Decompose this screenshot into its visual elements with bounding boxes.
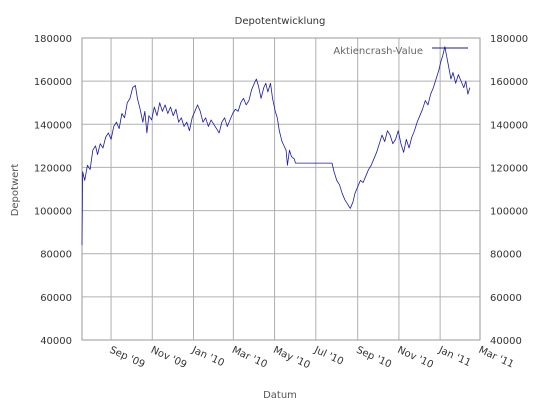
legend: Aktiencrash-Value [333, 46, 468, 57]
plot-frame [81, 37, 481, 341]
legend-label: Aktiencrash-Value [333, 46, 423, 57]
y-axis-right: 40000 60000 80000 100000 120000 140000 160000 1… [490, 34, 528, 347]
y-tick-label-left: 140000 [34, 120, 72, 131]
y-tick-label-right: 60000 [490, 293, 522, 304]
y-tick-label-left: 120000 [34, 163, 72, 174]
x-axis-label: Datum [263, 390, 297, 400]
y-tick-label-left: 80000 [40, 250, 72, 261]
y-tick-label-right: 40000 [490, 336, 522, 347]
y-axis-label: Depotwert [10, 164, 21, 217]
chart-title: Depotentwicklung [235, 16, 326, 27]
y-tick-label-left: 100000 [34, 207, 72, 218]
y-tick-label-right: 100000 [490, 207, 528, 218]
y-tick-label-left: 40000 [40, 336, 72, 347]
y-tick-label-right: 160000 [490, 77, 528, 88]
y-axis-left: 40000 60000 80000 100000 120000 140000 160000 1… [34, 34, 72, 347]
y-tick-label-right: 80000 [490, 250, 522, 261]
y-tick-label-right: 140000 [490, 120, 528, 131]
y-tick-label-right: 180000 [490, 34, 528, 45]
y-tick-label-left: 60000 [40, 293, 72, 304]
y-tick-label-left: 180000 [34, 34, 72, 45]
y-tick-label-right: 120000 [490, 163, 528, 174]
series-layer [81, 46, 471, 246]
series-line [81, 46, 471, 246]
y-tick-label-left: 160000 [34, 77, 72, 88]
